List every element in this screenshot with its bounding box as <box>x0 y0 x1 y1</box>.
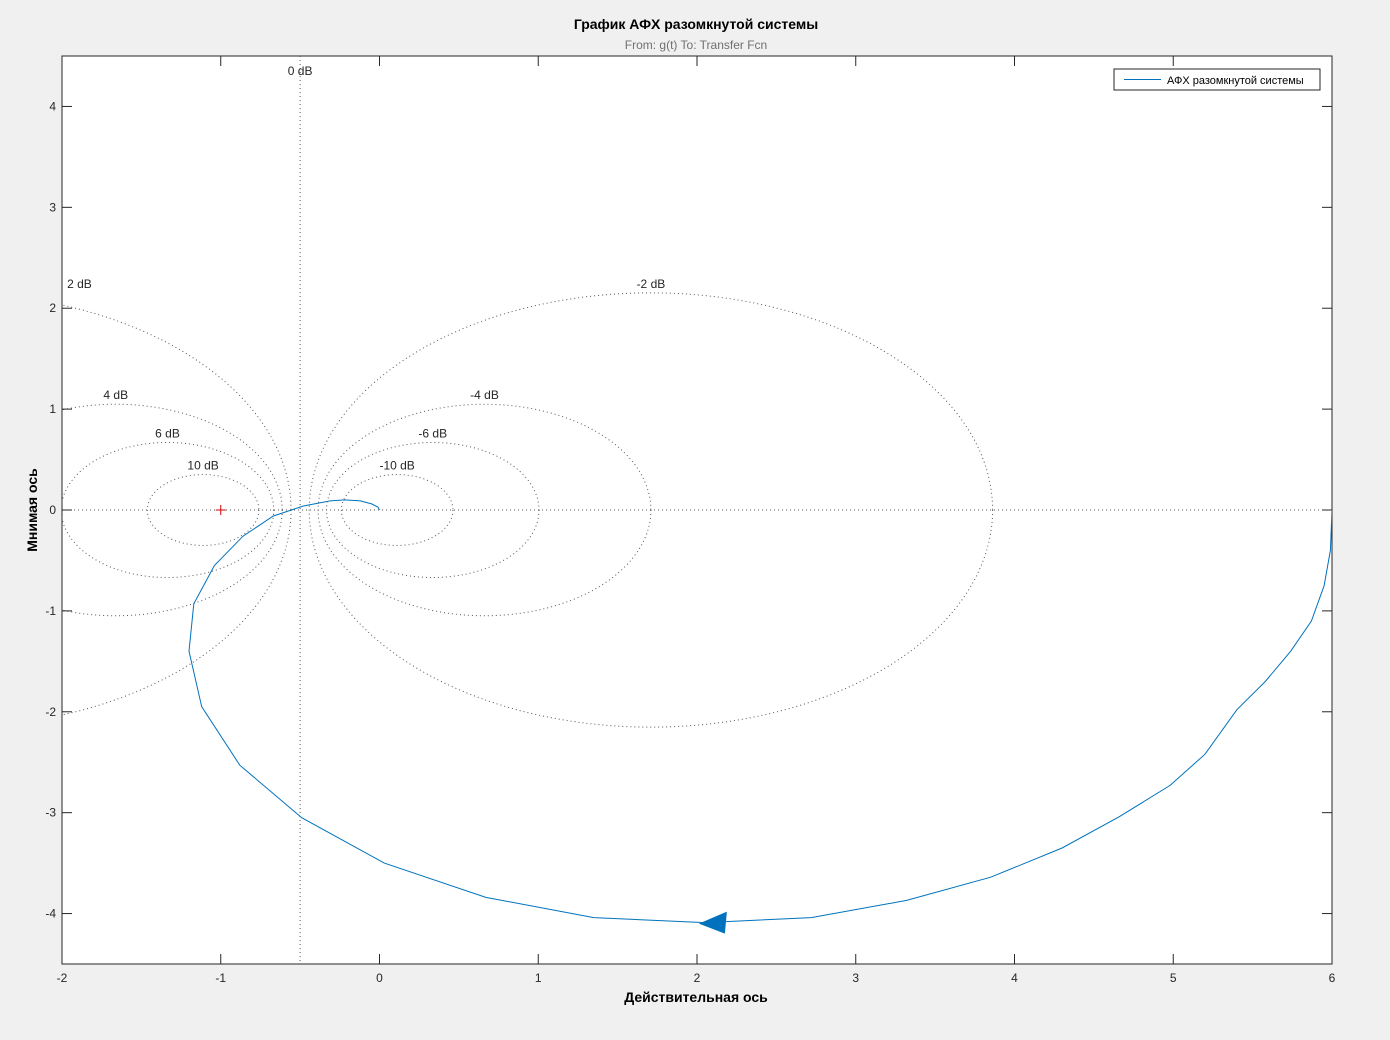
m-circle-label: -10 dB <box>379 459 414 473</box>
x-axis-label: Действительная ось <box>624 989 768 1005</box>
m-circle-4db <box>62 403 283 617</box>
x-tick-label: 5 <box>1170 971 1177 985</box>
y-tick-label: 2 <box>49 301 56 315</box>
series-line[interactable] <box>188 499 1332 924</box>
y-tick-label: 3 <box>49 200 56 214</box>
x-tick-label: 6 <box>1329 971 1336 985</box>
m-circle-6db <box>62 441 275 579</box>
chart-title: График АФХ разомкнутой системы <box>574 16 818 32</box>
direction-arrow <box>698 911 727 934</box>
chart-subtitle: From: g(t) To: Transfer Fcn <box>625 38 767 52</box>
y-tick-label: -4 <box>45 907 56 921</box>
m-circle-label: -4 dB <box>470 388 499 402</box>
m-circle--6db <box>325 441 540 579</box>
y-tick-label: 0 <box>49 503 56 517</box>
legend[interactable]: АФХ разомкнутой системы <box>1113 68 1321 91</box>
y-tick-label: -2 <box>45 705 56 719</box>
legend-entry: АФХ разомкнутой системы <box>1167 75 1304 87</box>
m-circle-label: -6 dB <box>418 426 447 440</box>
x-tick-label: -2 <box>57 971 68 985</box>
x-tick-label: 1 <box>535 971 542 985</box>
x-tick-label: 4 <box>1011 971 1018 985</box>
x-tick-label: 3 <box>852 971 859 985</box>
m-circle-label: 2 dB <box>67 277 92 291</box>
axis-ticks: -2 -1 0 1 2 3 4 5 6 -4 -3 -2 -1 0 1 2 3 4 <box>45 56 1336 985</box>
marker-layer <box>215 505 727 934</box>
y-tick-label: 4 <box>49 99 56 113</box>
m-circle-10db <box>146 474 260 546</box>
m-circle--10db <box>340 474 454 546</box>
m-circle--2db <box>308 292 994 728</box>
m-circle-label: 0 dB <box>288 64 313 78</box>
m-circle--4db <box>317 403 652 617</box>
y-axis-label: Мнимая ось <box>24 468 40 552</box>
m-circle-label: -2 dB <box>637 277 666 291</box>
m-circle-label: 10 dB <box>187 459 218 473</box>
y-tick-label: -1 <box>45 604 56 618</box>
m-circle-label: 4 dB <box>103 388 128 402</box>
legend-box <box>1113 68 1321 91</box>
x-tick-label: 2 <box>694 971 701 985</box>
m-circle-label: 6 dB <box>155 426 180 440</box>
plot-area[interactable] <box>61 55 1333 965</box>
y-tick-label: -3 <box>45 806 56 820</box>
y-tick-label: 1 <box>49 402 56 416</box>
x-tick-label: 0 <box>376 971 383 985</box>
series-layer <box>188 499 1332 924</box>
x-tick-label: -1 <box>215 971 226 985</box>
